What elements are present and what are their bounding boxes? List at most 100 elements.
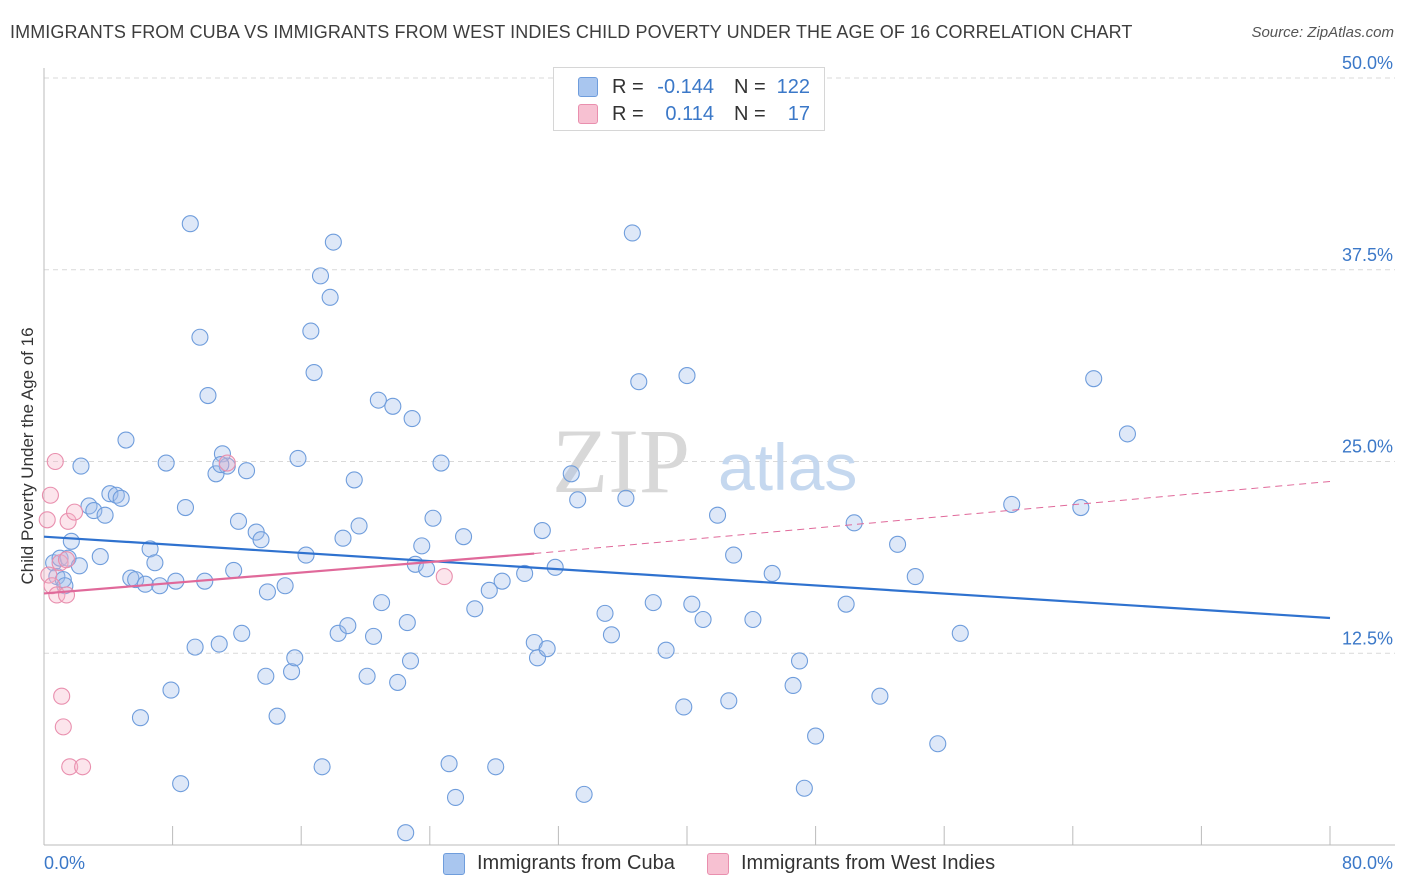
data-point-cuba	[538, 640, 556, 658]
trend-line-cuba	[43, 535, 1331, 620]
legend-n-label: N =	[734, 102, 766, 125]
data-point-cuba	[657, 641, 675, 659]
data-point-cuba	[186, 638, 204, 656]
data-point-cuba	[795, 779, 813, 797]
data-point-cuba	[302, 322, 320, 340]
data-point-cuba	[446, 788, 465, 806]
data-point-cuba	[80, 497, 98, 515]
y-tick-label: 12.5%	[1342, 628, 1393, 648]
data-point-cuba	[784, 676, 802, 695]
data-point-cuba	[493, 572, 511, 590]
data-point-cuba	[350, 517, 368, 535]
data-point-west-indies	[435, 567, 453, 586]
data-point-cuba	[432, 454, 450, 472]
legend-row-west-indies: R = 0.114 N = 17	[578, 102, 810, 126]
data-point-cuba	[146, 554, 164, 572]
watermark-atlas: atlas	[718, 430, 857, 504]
data-point-cuba	[257, 667, 275, 685]
series-cuba	[45, 215, 1137, 842]
data-point-cuba	[384, 397, 402, 415]
data-point-cuba	[358, 667, 376, 685]
data-point-west-indies	[61, 758, 79, 776]
data-point-cuba	[837, 595, 855, 613]
trend-lines	[43, 480, 1331, 620]
series-west-indies	[38, 452, 453, 776]
data-point-cuba	[258, 583, 276, 601]
data-point-cuba	[807, 727, 825, 745]
data-point-cuba	[403, 409, 421, 428]
legend-n-value: 17	[787, 102, 810, 125]
correlation-legend: R = -0.144 N = 122 R = 0.114 N = 17	[553, 67, 825, 131]
data-point-cuba	[575, 785, 593, 803]
data-point-cuba	[623, 224, 641, 242]
data-point-cuba	[297, 546, 315, 564]
data-point-cuba	[276, 577, 294, 595]
data-point-cuba	[96, 506, 114, 524]
data-point-cuba	[225, 561, 243, 579]
data-point-cuba	[191, 328, 209, 346]
data-point-cuba	[763, 564, 781, 583]
data-point-cuba	[107, 486, 125, 504]
data-point-cuba	[533, 521, 551, 540]
data-point-cuba	[1072, 498, 1090, 517]
watermark: ZIP atlas	[552, 410, 857, 512]
data-point-cuba	[720, 692, 738, 710]
data-point-cuba	[311, 267, 330, 285]
data-point-cuba	[305, 363, 323, 382]
data-point-cuba	[112, 489, 130, 507]
legend-swatch-west-indies	[707, 852, 729, 875]
data-point-cuba	[397, 824, 415, 842]
data-point-cuba	[389, 673, 407, 691]
series-legend: Immigrants from Cuba Immigrants from Wes…	[0, 852, 1406, 878]
legend-item-cuba[interactable]: Immigrants from Cuba	[443, 852, 675, 875]
data-point-west-indies	[54, 718, 72, 736]
legend-row-cuba: R = -0.144 N = 122	[578, 75, 810, 99]
data-point-cuba	[212, 456, 230, 474]
grid-lines	[44, 77, 1395, 654]
data-point-cuba	[252, 531, 270, 549]
data-point-cuba	[373, 594, 391, 612]
data-point-cuba	[1003, 495, 1021, 514]
data-point-cuba	[401, 652, 420, 670]
data-point-cuba	[596, 604, 614, 622]
legend-r-label: R =	[612, 75, 644, 98]
chart-title: IMMIGRANTS FROM CUBA VS IMMIGRANTS FROM …	[10, 22, 1133, 42]
data-point-cuba	[289, 449, 307, 467]
data-point-cuba	[602, 626, 620, 644]
data-point-cuba	[617, 489, 635, 507]
data-point-west-indies	[53, 687, 71, 705]
data-point-cuba	[744, 610, 762, 629]
legend-item-west-indies[interactable]: Immigrants from West Indies	[707, 852, 995, 875]
data-point-cuba	[117, 431, 135, 449]
data-point-cuba	[398, 614, 416, 632]
data-point-cuba	[210, 635, 228, 653]
legend-n-label: N =	[734, 75, 766, 98]
data-point-cuba	[694, 610, 712, 629]
data-point-cuba	[929, 735, 947, 753]
data-point-cuba	[889, 535, 907, 553]
data-point-west-indies	[57, 586, 76, 604]
data-point-cuba	[1118, 425, 1137, 443]
axes	[43, 68, 1395, 846]
data-point-cuba	[440, 755, 458, 773]
data-point-west-indies	[41, 486, 59, 504]
data-point-cuba	[675, 698, 693, 716]
data-point-cuba	[345, 471, 363, 489]
data-point-cuba	[1085, 370, 1103, 388]
data-point-cuba	[951, 624, 969, 642]
data-point-cuba	[725, 546, 743, 564]
data-point-cuba	[644, 594, 662, 612]
data-point-cuba	[845, 514, 863, 532]
data-point-cuba	[466, 600, 484, 618]
data-point-west-indies	[57, 551, 76, 569]
data-point-cuba	[286, 649, 304, 667]
data-point-cuba	[487, 758, 505, 776]
data-point-cuba	[151, 577, 169, 595]
x-tick-label: 0.0%	[44, 853, 85, 873]
data-point-cuba	[569, 491, 587, 509]
legend-r-value: -0.144	[657, 75, 714, 98]
data-point-cuba	[72, 457, 90, 475]
legend-r-value: 0.114	[665, 102, 714, 125]
data-point-cuba	[233, 624, 251, 642]
data-point-cuba	[339, 617, 357, 635]
